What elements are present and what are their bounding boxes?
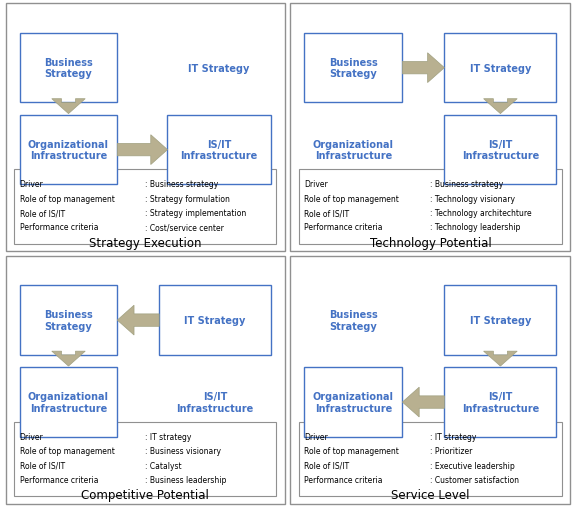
Text: : Prioritizer: : Prioritizer <box>430 446 473 456</box>
Text: Role of top management: Role of top management <box>20 446 114 456</box>
Text: : Business visionary: : Business visionary <box>145 446 221 456</box>
Text: Service Level: Service Level <box>391 489 470 501</box>
Text: Business
Strategy: Business Strategy <box>44 58 93 79</box>
Text: Role of IS/IT: Role of IS/IT <box>304 461 350 470</box>
Text: Strategy Execution: Strategy Execution <box>89 237 201 249</box>
Bar <box>20 286 117 355</box>
Text: Role of top management: Role of top management <box>304 194 399 204</box>
Text: Performance criteria: Performance criteria <box>20 475 98 484</box>
Bar <box>444 34 557 103</box>
Text: Role of top management: Role of top management <box>20 194 114 204</box>
Text: Role of IS/IT: Role of IS/IT <box>20 209 65 218</box>
Text: Driver: Driver <box>20 180 44 189</box>
Text: IT Strategy: IT Strategy <box>189 64 250 73</box>
Text: : Strategy implementation: : Strategy implementation <box>145 209 247 218</box>
Bar <box>444 367 557 437</box>
Text: : IT strategy: : IT strategy <box>430 432 477 441</box>
Text: Role of IS/IT: Role of IS/IT <box>304 209 350 218</box>
Text: Driver: Driver <box>20 432 44 441</box>
Bar <box>304 367 402 437</box>
Text: Organizational
Infrastructure: Organizational Infrastructure <box>313 139 394 161</box>
Text: Business
Strategy: Business Strategy <box>329 309 378 331</box>
Text: : Technology leadership: : Technology leadership <box>430 223 521 232</box>
Polygon shape <box>117 305 159 335</box>
Bar <box>14 170 276 244</box>
Text: : Business leadership: : Business leadership <box>145 475 227 484</box>
Bar <box>20 116 117 185</box>
Text: IT Strategy: IT Strategy <box>470 64 531 73</box>
Text: : Technology visionary: : Technology visionary <box>430 194 515 204</box>
Text: Role of top management: Role of top management <box>304 446 399 456</box>
Text: IS/IT
Infrastructure: IS/IT Infrastructure <box>177 391 254 413</box>
Text: : Technology architechture: : Technology architechture <box>430 209 532 218</box>
Text: : Cost/service center: : Cost/service center <box>145 223 224 232</box>
Text: : Business strategy: : Business strategy <box>145 180 218 189</box>
Text: IS/IT
Infrastructure: IS/IT Infrastructure <box>462 139 539 161</box>
Bar <box>14 422 276 496</box>
Text: : Strategy formulation: : Strategy formulation <box>145 194 230 204</box>
Text: Organizational
Infrastructure: Organizational Infrastructure <box>313 391 394 413</box>
Text: Business
Strategy: Business Strategy <box>44 309 93 331</box>
Text: IT Strategy: IT Strategy <box>470 316 531 325</box>
Polygon shape <box>402 387 444 417</box>
Text: Performance criteria: Performance criteria <box>304 223 383 232</box>
Text: : Executive leadership: : Executive leadership <box>430 461 515 470</box>
Bar <box>304 34 402 103</box>
Text: IT Strategy: IT Strategy <box>184 316 246 325</box>
Text: : Customer satisfaction: : Customer satisfaction <box>430 475 519 484</box>
Bar <box>444 116 557 185</box>
Bar <box>20 367 117 437</box>
Polygon shape <box>484 351 517 366</box>
Polygon shape <box>117 135 167 165</box>
Text: Technology Potential: Technology Potential <box>370 237 491 249</box>
Text: Organizational
Infrastructure: Organizational Infrastructure <box>28 139 109 161</box>
Bar <box>159 286 271 355</box>
Text: Driver: Driver <box>304 432 328 441</box>
Bar <box>444 286 557 355</box>
Text: Organizational
Infrastructure: Organizational Infrastructure <box>28 391 109 413</box>
Text: IS/IT
Infrastructure: IS/IT Infrastructure <box>181 139 258 161</box>
Text: : IT strategy: : IT strategy <box>145 432 191 441</box>
Bar <box>167 116 271 185</box>
Text: Role of IS/IT: Role of IS/IT <box>20 461 65 470</box>
Text: : Catalyst: : Catalyst <box>145 461 182 470</box>
Text: : Business strategy: : Business strategy <box>430 180 504 189</box>
Polygon shape <box>402 53 444 83</box>
Text: Driver: Driver <box>304 180 328 189</box>
Polygon shape <box>484 99 517 115</box>
Text: Performance criteria: Performance criteria <box>20 223 98 232</box>
Text: IS/IT
Infrastructure: IS/IT Infrastructure <box>462 391 539 413</box>
Bar <box>299 170 562 244</box>
Polygon shape <box>52 99 85 115</box>
Bar <box>299 422 562 496</box>
Text: Performance criteria: Performance criteria <box>304 475 383 484</box>
Text: Competitive Potential: Competitive Potential <box>81 489 209 501</box>
Text: Business
Strategy: Business Strategy <box>329 58 378 79</box>
Polygon shape <box>52 351 85 366</box>
Bar <box>20 34 117 103</box>
